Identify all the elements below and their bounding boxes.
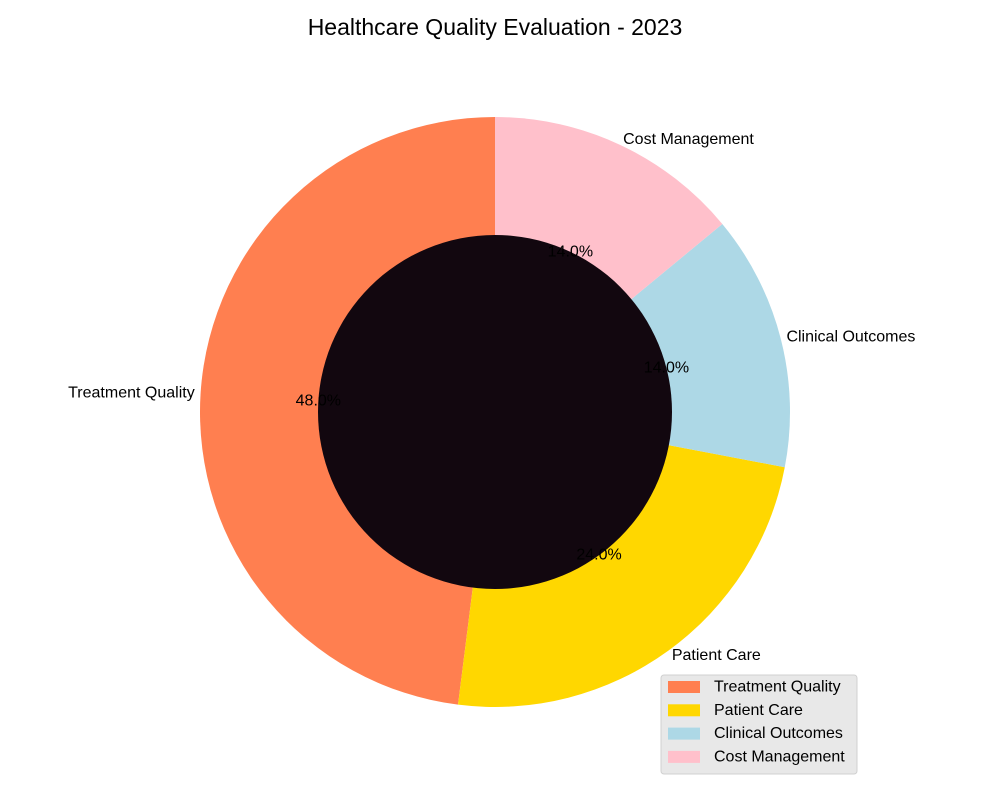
donut-center (318, 235, 672, 589)
legend-label: Clinical Outcomes (714, 725, 843, 742)
labels-layer: Treatment Quality 48.0% Patient Care 24.0% C… (68, 131, 915, 664)
legend-swatch (668, 727, 700, 740)
legend-label: Treatment Quality (714, 679, 841, 696)
legend-box (660, 674, 858, 775)
slice-label: Treatment Quality (68, 385, 195, 402)
slice-percent-label: 14.0% (644, 359, 689, 376)
slice-label: Patient Care (672, 647, 761, 664)
chart-title: Healthcare Quality Evaluation - 2023 (308, 14, 683, 40)
slice-percent-label: 24.0% (576, 547, 621, 564)
legend-swatch (668, 750, 700, 763)
legend-swatch (668, 704, 700, 717)
slice-label: Cost Management (623, 131, 754, 148)
legend-swatch (668, 681, 700, 693)
legend-label: Cost Management (714, 748, 845, 765)
slice-percent-label: 48.0% (296, 392, 341, 409)
slice-label: Clinical Outcomes (786, 329, 915, 346)
legend: Treatment Quality Patient Care Clinical Ou… (660, 674, 858, 775)
legend-label: Patient Care (714, 702, 803, 719)
slice-percent-label: 14.0% (548, 243, 593, 260)
